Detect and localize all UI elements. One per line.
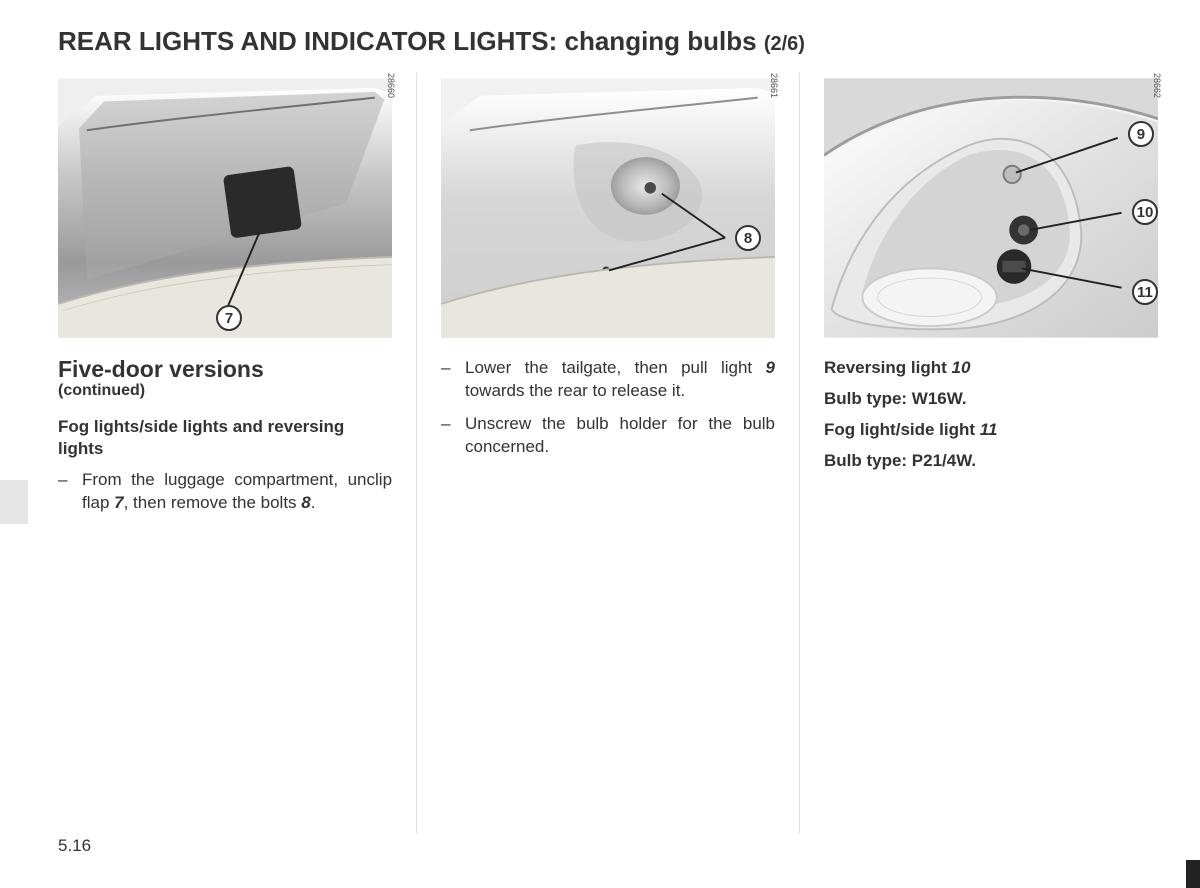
spec-fog-bulb: Bulb type: P21/4W. [824, 450, 1158, 473]
callout-8: 8 [735, 225, 761, 251]
side-tab [0, 480, 28, 524]
figure-3-id: 28662 [1152, 73, 1162, 98]
manual-page: REAR LIGHTS AND INDICATOR LIGHTS: changi… [0, 0, 1200, 888]
figure-1-svg [58, 73, 392, 343]
divider-1 [416, 73, 417, 833]
ref-7: 7 [114, 493, 123, 512]
ref-8: 8 [301, 493, 310, 512]
col2-item-1-text: Lower the tailgate, then pull light 9 to… [465, 357, 775, 403]
callout-10: 10 [1132, 199, 1158, 225]
t: towards the rear to release it. [465, 381, 685, 400]
ref-9: 9 [766, 358, 775, 377]
figure-2-svg [441, 73, 775, 343]
figure-1: 28660 [58, 73, 392, 343]
col3-body: Reversing light 10 Bulb type: W16W. Fog … [824, 357, 1158, 481]
col1-item-1-text: From the luggage compartment, unclip fla… [82, 469, 392, 515]
figure-1-id: 28660 [386, 73, 396, 98]
callout-11: 11 [1132, 279, 1158, 305]
col2-item-2-text: Unscrew the bulb holder for the bulb con… [465, 413, 775, 459]
col1-heading: Five-door versions [58, 357, 392, 382]
spec-reversing-bulb: Bulb type: W16W. [824, 388, 1158, 411]
t: , then remove the bolts [124, 493, 302, 512]
columns: 28660 [58, 73, 1158, 833]
t: . [311, 493, 316, 512]
col1-item-1: – From the luggage compartment, unclip f… [58, 469, 392, 515]
title-paren: (2/6) [764, 33, 805, 55]
title-main: REAR LIGHTS AND INDICATOR LIGHTS: changi… [58, 26, 764, 56]
figure-2: 28661 [441, 73, 775, 343]
col1-continued: (continued) [58, 382, 392, 400]
t: Fog light/side light [824, 420, 980, 439]
col2-item-2: – Unscrew the bulb holder for the bulb c… [441, 413, 775, 459]
spec-reversing: Reversing light 10 [824, 357, 1158, 380]
dash-icon: – [58, 469, 72, 515]
callout-7: 7 [216, 305, 242, 331]
figure-2-id: 28661 [769, 73, 779, 98]
page-title: REAR LIGHTS AND INDICATOR LIGHTS: changi… [58, 26, 1158, 57]
col2-body: – Lower the tailgate, then pull light 9 … [441, 357, 775, 469]
ref-10: 10 [952, 358, 971, 377]
column-1: 28660 [58, 73, 392, 833]
corner-mark [1186, 860, 1200, 888]
dash-icon: – [441, 413, 455, 459]
callout-9: 9 [1128, 121, 1154, 147]
col1-subhead: Fog lights/side lights and reversing lig… [58, 416, 392, 459]
col1-body: Five-door versions (continued) Fog light… [58, 357, 392, 525]
page-number: 5.16 [58, 836, 91, 856]
spec-fog: Fog light/side light 11 [824, 419, 1158, 442]
dash-icon: – [441, 357, 455, 403]
ref-11: 11 [980, 420, 998, 439]
col2-item-1: – Lower the tailgate, then pull light 9 … [441, 357, 775, 403]
column-3: 28662 [824, 73, 1158, 833]
divider-2 [799, 73, 800, 833]
figure-3-svg [824, 73, 1158, 343]
column-2: 28661 [441, 73, 775, 833]
t: Lower the tailgate, then pull light [465, 358, 766, 377]
t: Reversing light [824, 358, 952, 377]
figure-3: 28662 [824, 73, 1158, 343]
